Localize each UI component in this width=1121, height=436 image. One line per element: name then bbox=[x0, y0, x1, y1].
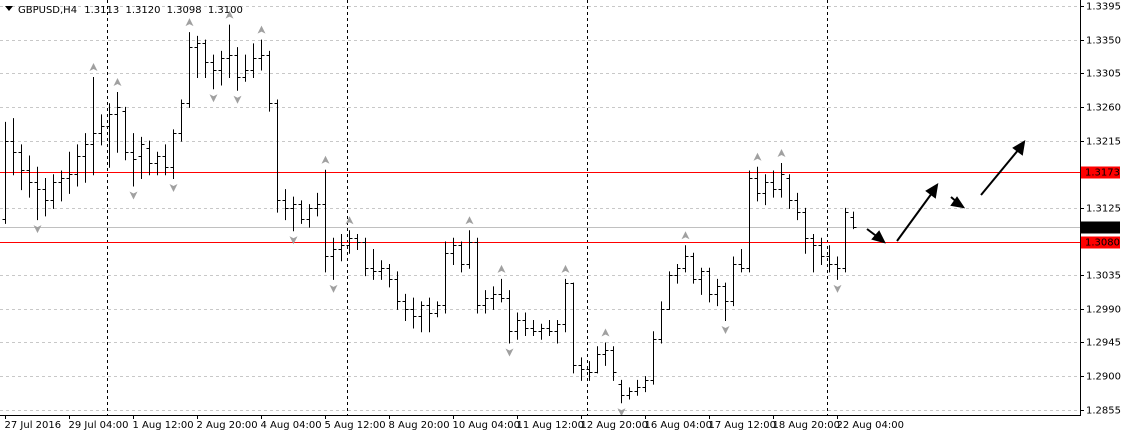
fractal-down bbox=[233, 95, 242, 104]
header-price: 1.3098 bbox=[167, 5, 202, 16]
y-tick-label: 1.2855 bbox=[1086, 406, 1121, 417]
price-label: 1.3100 bbox=[1085, 223, 1120, 234]
fractal-down bbox=[169, 183, 178, 192]
fractal-down bbox=[505, 348, 514, 357]
x-tick-label: 17 Aug 12:00 bbox=[709, 420, 776, 431]
fractal-up bbox=[465, 216, 474, 225]
axis-labels: 1.3395 1.3350 1.3305 1.3260 1.3215 1.3125 1.30… bbox=[5, 2, 1121, 432]
fractal-down bbox=[721, 326, 730, 335]
price-label: 1.3173 bbox=[1085, 168, 1120, 179]
header-price: 1.3120 bbox=[125, 5, 160, 16]
y-tick-label: 1.3215 bbox=[1086, 137, 1121, 148]
fractal-down bbox=[617, 408, 626, 417]
x-tick-label: 5 Aug 12:00 bbox=[325, 420, 386, 431]
fractal-up bbox=[497, 264, 506, 273]
fractal-up bbox=[185, 18, 194, 27]
x-tick-label: 22 Aug 04:00 bbox=[837, 420, 904, 431]
x-tick-label: 12 Aug 20:00 bbox=[581, 420, 648, 431]
symbol: GBPUSD,H4 bbox=[18, 5, 77, 16]
x-tick-label: 18 Aug 20:00 bbox=[773, 420, 840, 431]
x-tick-label: 11 Aug 12:00 bbox=[517, 420, 584, 431]
fractal-down bbox=[33, 225, 42, 234]
grid-layer bbox=[0, 6, 1080, 411]
fractal-up bbox=[777, 149, 786, 158]
price-label-box bbox=[1081, 236, 1120, 249]
arrow bbox=[980, 148, 1020, 196]
x-tick-label: 16 Aug 04:00 bbox=[645, 420, 712, 431]
y-tick-label: 1.3035 bbox=[1086, 271, 1121, 282]
price-lines bbox=[0, 172, 1080, 243]
fractal-up bbox=[257, 25, 266, 34]
arrow-head bbox=[925, 183, 939, 199]
fractal-up bbox=[321, 155, 330, 164]
price-label-box bbox=[1081, 166, 1120, 179]
header-price: 1.3113 bbox=[84, 5, 119, 16]
fractal-up bbox=[89, 63, 98, 72]
price-label-box bbox=[1081, 221, 1120, 234]
bars bbox=[2, 10, 857, 417]
y-tick-label: 1.3350 bbox=[1086, 36, 1121, 47]
fractal-down bbox=[289, 236, 298, 245]
arrow bbox=[896, 192, 933, 242]
fractal-down bbox=[209, 94, 218, 103]
header-icon bbox=[5, 6, 13, 11]
fractal-down bbox=[329, 284, 338, 293]
fractal-down bbox=[129, 191, 138, 200]
fractal-up bbox=[561, 264, 570, 273]
arrow-head bbox=[871, 230, 886, 244]
fractal-up bbox=[225, 10, 234, 19]
price-label: 1.3080 bbox=[1085, 238, 1120, 249]
x-tick-label: 4 Aug 04:00 bbox=[261, 420, 322, 431]
y-tick-label: 1.2900 bbox=[1086, 372, 1121, 383]
y-tick-label: 1.2945 bbox=[1086, 338, 1121, 349]
x-tick-label: 8 Aug 20:00 bbox=[389, 420, 450, 431]
fractal-down bbox=[833, 284, 842, 293]
fractal-up bbox=[601, 328, 610, 337]
header-price: 1.3100 bbox=[208, 5, 243, 16]
x-tick-label: 29 Jul 04:00 bbox=[69, 420, 129, 431]
y-tick-label: 1.2990 bbox=[1086, 305, 1121, 316]
x-tick-label: 1 Aug 12:00 bbox=[133, 420, 194, 431]
y-tick-label: 1.3260 bbox=[1086, 103, 1121, 114]
header: GBPUSD,H4 1.3113 1.3120 1.3098 1.3100 bbox=[18, 5, 243, 16]
fractal-up bbox=[345, 216, 354, 225]
x-tick-label: 10 Aug 04:00 bbox=[453, 420, 520, 431]
arrow-head bbox=[1012, 140, 1026, 156]
drawn-arrows bbox=[866, 140, 1026, 244]
fractal-up bbox=[753, 152, 762, 161]
y-tick-label: 1.3125 bbox=[1086, 204, 1121, 215]
fractal-up bbox=[681, 231, 690, 240]
y-tick-label: 1.3395 bbox=[1086, 2, 1121, 13]
x-tick-label: 2 Aug 20:00 bbox=[197, 420, 258, 431]
arrow-head bbox=[950, 196, 966, 209]
y-tick-label: 1.3305 bbox=[1086, 69, 1121, 80]
fractal-up bbox=[113, 77, 122, 86]
x-tick-label: 27 Jul 2016 bbox=[5, 420, 62, 431]
